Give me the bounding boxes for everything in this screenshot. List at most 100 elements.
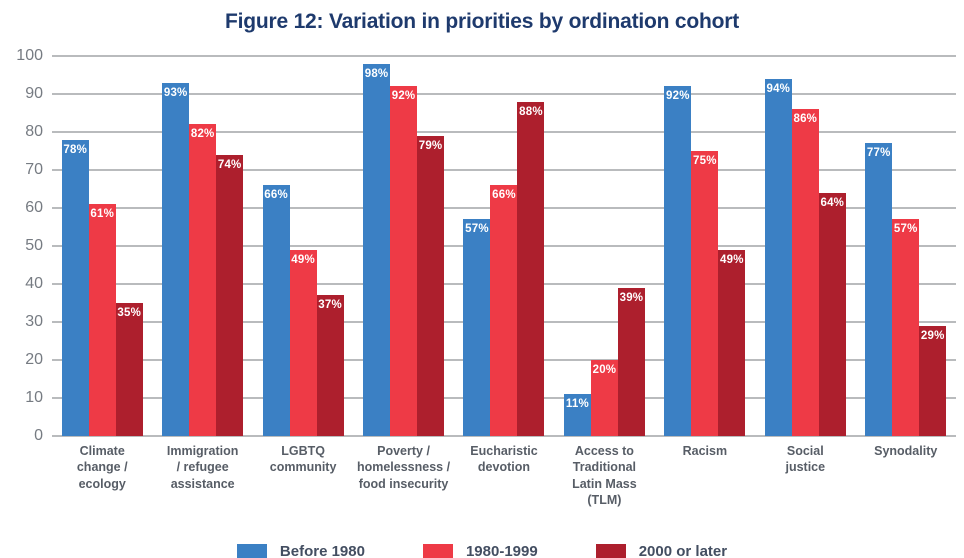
bar-before-1980: 94%: [764, 78, 792, 436]
y-tick-label: 100: [16, 47, 43, 64]
bar-2000-or-later: 39%: [617, 287, 645, 436]
bar-value-label: 75%: [693, 155, 717, 167]
x-category-label: Climate change / ecology: [76, 444, 128, 491]
x-category-label: Social justice: [785, 444, 826, 475]
bar-value-label: 82%: [190, 128, 215, 141]
bar-before-1980: 11%: [563, 394, 591, 436]
bar-value-label: 29%: [920, 329, 945, 342]
y-tick-label: 80: [25, 123, 43, 140]
bar-1980-1999: 61%: [88, 204, 116, 436]
bar-2000-or-later: 37%: [316, 295, 344, 436]
bar-1980-1999: 49%: [289, 249, 317, 436]
bar-value-label: 92%: [391, 90, 416, 103]
x-category-label: Immigration / refugee assistance: [166, 444, 239, 491]
bar-before-1980: 98%: [363, 63, 391, 436]
bar-1980-1999: 66%: [490, 185, 518, 436]
bar-before-1980: 66%: [262, 185, 290, 436]
bar-2000-or-later: 29%: [919, 325, 947, 436]
legend-label: 1980-1999: [465, 543, 538, 558]
bar-value-label: 49%: [291, 253, 315, 266]
bar-group: 92% 75% 49%: [655, 56, 755, 436]
bar-value-label: 78%: [63, 143, 88, 156]
bar-value-label: 88%: [519, 105, 543, 118]
bar-1980-1999: 20%: [590, 360, 618, 436]
bar-group: 98% 92% 79%: [353, 56, 453, 436]
bar-chart: 0 10 20 30 40 50 60 70 80 90 100 78% 61% 35% 93% 82% 74%…: [0, 48, 964, 508]
y-tick-label: 50: [25, 237, 43, 254]
bar-group: 93% 82% 74%: [152, 56, 252, 436]
bar-1980-1999: 86%: [791, 109, 819, 436]
bar-value-label: 37%: [318, 299, 342, 312]
legend-item: 1980-1999: [422, 543, 538, 558]
bar-value-label: 39%: [619, 291, 644, 304]
y-tick-label: 10: [25, 389, 43, 406]
legend-label: 2000 or later: [638, 543, 728, 558]
bar-value-label: 74%: [217, 158, 242, 171]
gridline: [52, 435, 956, 437]
legend-item: Before 1980: [236, 543, 365, 558]
bar-value-label: 61%: [90, 208, 115, 221]
bar-group: 11% 20% 39%: [554, 56, 654, 436]
y-tick-label: 70: [25, 161, 43, 178]
bar-1980-1999: 57%: [892, 219, 920, 436]
x-category-label: LGBTQ community: [269, 444, 337, 475]
bar-value-label: 92%: [666, 90, 690, 103]
bar-2000-or-later: 35%: [115, 303, 143, 436]
gridline: [52, 93, 956, 95]
y-tick-label: 30: [25, 313, 43, 330]
figure-12-chart: Figure 12: Variation in priorities by or…: [0, 10, 964, 558]
gridline: [52, 55, 956, 57]
bar-value-label: 93%: [163, 86, 188, 99]
bar-value-label: 94%: [766, 82, 791, 95]
legend-swatch: [595, 544, 626, 558]
bar-group: 78% 61% 35%: [52, 56, 152, 436]
legend-item: 2000 or later: [595, 543, 728, 558]
bar-value-label: 66%: [264, 189, 288, 202]
legend-swatch: [422, 544, 453, 558]
bar-value-label: 64%: [820, 196, 845, 209]
x-category-label: Eucharistic devotion: [470, 444, 538, 475]
y-tick-label: 90: [25, 85, 43, 102]
x-category-label: Racism: [682, 444, 728, 458]
bar-value-label: 35%: [117, 307, 142, 319]
bar-group: 77% 57% 29%: [856, 56, 956, 436]
bar-2000-or-later: 64%: [818, 192, 846, 436]
x-category-label: Synodality: [874, 444, 938, 458]
bar-1980-1999: 92%: [390, 86, 418, 436]
bar-value-label: 11%: [565, 398, 589, 411]
gridline: [52, 169, 956, 171]
x-category-label: Access to Traditional Latin Mass (TLM): [572, 444, 637, 507]
y-tick-label: 0: [34, 427, 43, 444]
y-tick-label: 60: [25, 199, 43, 216]
bar-group: 57% 66% 88%: [454, 56, 554, 436]
bar-2000-or-later: 88%: [517, 101, 545, 436]
x-axis-labels: Climate change / ecology Immigration / re…: [52, 443, 956, 508]
legend-swatch: [236, 544, 267, 558]
legend: Before 1980 1980-1999 2000 or later: [0, 543, 964, 558]
bar-before-1980: 78%: [61, 139, 89, 436]
bar-value-label: 20%: [592, 364, 617, 376]
bar-value-label: 66%: [492, 189, 516, 202]
bar-2000-or-later: 79%: [417, 135, 445, 436]
bar-groups: 78% 61% 35% 93% 82% 74% 66% 49% 37% 98% 92% 79% 57% 6…: [52, 56, 956, 436]
bar-before-1980: 92%: [664, 86, 692, 436]
legend-label: Before 1980: [279, 543, 365, 558]
bar-value-label: 57%: [893, 223, 918, 236]
y-tick-label: 20: [25, 351, 43, 368]
bar-value-label: 57%: [465, 223, 489, 236]
y-tick-label: 40: [25, 275, 43, 292]
bar-1980-1999: 82%: [189, 124, 217, 436]
gridline: [52, 131, 956, 133]
bar-2000-or-later: 74%: [216, 154, 244, 436]
bar-before-1980: 77%: [865, 143, 893, 436]
chart-title: Figure 12: Variation in priorities by or…: [224, 10, 740, 33]
bar-value-label: 98%: [364, 67, 389, 80]
bar-value-label: 49%: [720, 253, 744, 266]
bar-2000-or-later: 49%: [718, 249, 746, 436]
bar-group: 94% 86% 64%: [755, 56, 855, 436]
bar-before-1980: 57%: [463, 219, 491, 436]
bar-group: 66% 49% 37%: [253, 56, 353, 436]
x-category-label: Poverty / homelessness / food insecurity: [356, 444, 451, 491]
bar-1980-1999: 75%: [691, 151, 719, 436]
bar-value-label: 77%: [866, 147, 891, 160]
